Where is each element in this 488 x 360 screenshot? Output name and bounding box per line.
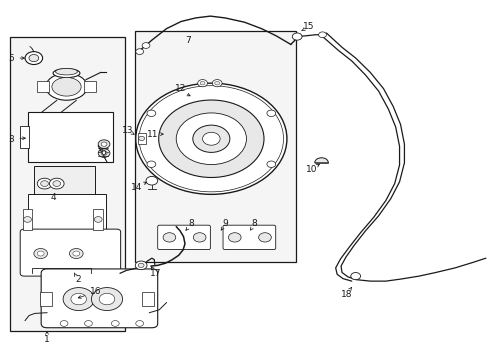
Text: 11: 11 [147, 130, 158, 139]
Text: 16: 16 [90, 287, 102, 296]
Circle shape [292, 33, 302, 40]
Circle shape [318, 32, 326, 38]
Circle shape [101, 151, 107, 155]
FancyBboxPatch shape [20, 229, 121, 276]
Text: 10: 10 [305, 166, 317, 175]
Circle shape [212, 80, 222, 87]
Circle shape [23, 217, 31, 222]
FancyBboxPatch shape [41, 269, 158, 328]
Circle shape [99, 293, 115, 305]
Bar [84, 81, 96, 92]
Circle shape [147, 161, 156, 167]
Circle shape [202, 132, 220, 145]
Circle shape [60, 320, 68, 326]
Circle shape [258, 233, 271, 242]
Text: 12: 12 [175, 84, 186, 93]
FancyBboxPatch shape [223, 225, 275, 249]
Circle shape [228, 233, 241, 242]
Bar [93, 209, 103, 230]
Circle shape [139, 136, 144, 140]
Circle shape [147, 110, 156, 117]
Circle shape [91, 288, 122, 311]
Circle shape [25, 51, 42, 64]
Text: 5: 5 [8, 54, 14, 63]
Circle shape [84, 320, 92, 326]
Bar [22, 209, 32, 230]
Circle shape [139, 86, 283, 192]
Circle shape [158, 100, 264, 177]
Text: 4: 4 [50, 193, 56, 202]
Circle shape [136, 320, 143, 326]
Circle shape [135, 261, 147, 270]
Circle shape [136, 49, 143, 54]
Circle shape [176, 113, 246, 165]
Circle shape [163, 233, 175, 242]
Bar [142, 292, 154, 306]
Circle shape [200, 81, 204, 85]
FancyBboxPatch shape [158, 225, 210, 249]
Circle shape [49, 178, 64, 189]
Circle shape [350, 273, 360, 280]
Circle shape [136, 83, 286, 194]
Circle shape [101, 142, 107, 146]
Circle shape [63, 288, 94, 311]
Circle shape [266, 110, 275, 117]
Text: 18: 18 [341, 289, 352, 298]
Circle shape [73, 251, 80, 256]
Circle shape [37, 251, 44, 256]
Circle shape [71, 293, 86, 305]
Circle shape [98, 140, 110, 148]
Bar [34, 166, 95, 202]
Circle shape [69, 248, 83, 258]
Circle shape [266, 161, 275, 167]
Circle shape [98, 149, 110, 157]
Circle shape [197, 80, 207, 87]
Ellipse shape [56, 68, 77, 75]
Text: 14: 14 [130, 183, 142, 192]
Ellipse shape [53, 69, 80, 78]
Circle shape [138, 263, 144, 267]
Bar [27, 112, 113, 162]
Bar [37, 81, 49, 92]
Circle shape [214, 81, 219, 85]
Circle shape [111, 320, 119, 326]
Bar [135, 31, 295, 262]
Bar [10, 37, 125, 330]
Circle shape [146, 176, 158, 185]
Wedge shape [314, 158, 328, 163]
Text: 6: 6 [100, 148, 106, 157]
Circle shape [94, 217, 102, 222]
Circle shape [34, 248, 47, 258]
Circle shape [53, 181, 61, 186]
Text: 8: 8 [187, 219, 193, 228]
Circle shape [37, 178, 52, 189]
Circle shape [41, 181, 48, 186]
Bar [20, 126, 29, 148]
Ellipse shape [46, 73, 87, 100]
Bar [40, 292, 52, 306]
Text: 9: 9 [222, 219, 227, 228]
Ellipse shape [52, 77, 81, 96]
Text: 13: 13 [122, 126, 133, 135]
Text: 17: 17 [150, 269, 161, 278]
Bar [138, 133, 145, 144]
Circle shape [29, 54, 39, 62]
Text: 2: 2 [75, 275, 81, 284]
Circle shape [142, 42, 150, 48]
Circle shape [193, 233, 205, 242]
Text: 1: 1 [44, 335, 50, 344]
Text: 7: 7 [185, 36, 191, 45]
Bar [27, 194, 105, 237]
Text: 8: 8 [251, 219, 257, 228]
Text: 3: 3 [8, 135, 14, 144]
Text: 15: 15 [303, 22, 314, 31]
Circle shape [192, 125, 229, 152]
